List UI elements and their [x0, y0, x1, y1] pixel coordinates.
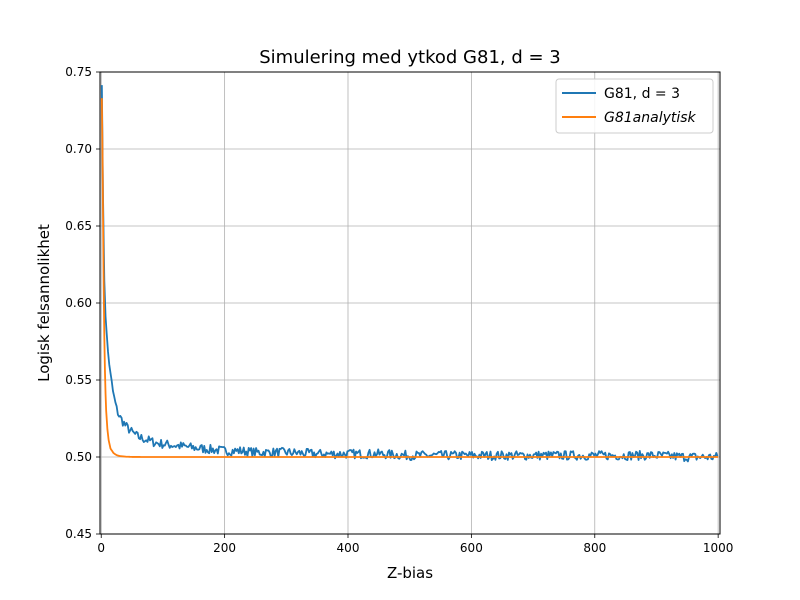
- legend-label-g81-analytisk: G81analytisk: [604, 110, 697, 126]
- y-tick-label: 0.75: [65, 65, 92, 79]
- y-tick-label: 0.65: [65, 219, 92, 233]
- legend: G81, d = 3 G81analytisk: [555, 78, 714, 134]
- legend-label-g81: G81, d = 3: [604, 86, 680, 102]
- x-tick-label: 1000: [703, 541, 734, 555]
- series-line-0: [100, 85, 719, 463]
- y-tick-label: 0.45: [65, 527, 92, 541]
- x-axis-label: Z-bias: [387, 564, 433, 582]
- y-tick-label: 0.60: [65, 296, 92, 310]
- x-tick-label: 400: [337, 541, 360, 555]
- x-tick-label: 600: [460, 541, 483, 555]
- y-tick-label: 0.50: [65, 450, 92, 464]
- y-axis-label: Logisk felsannolikhet: [35, 224, 53, 382]
- chart-title: Simulering med ytkod G81, d = 3: [259, 47, 561, 68]
- series-lines: [100, 85, 719, 463]
- series-line-1: [100, 98, 719, 458]
- y-tick-label: 0.70: [65, 142, 92, 156]
- x-tick-label: 0: [97, 541, 105, 555]
- x-tick-label: 200: [213, 541, 236, 555]
- axis-ticks: 0 200 400 600 800 1000 0.45 0.50 0.55 0.60 0.65 0.7…: [65, 65, 733, 555]
- x-tick-label: 800: [583, 541, 606, 555]
- y-tick-label: 0.55: [65, 373, 92, 387]
